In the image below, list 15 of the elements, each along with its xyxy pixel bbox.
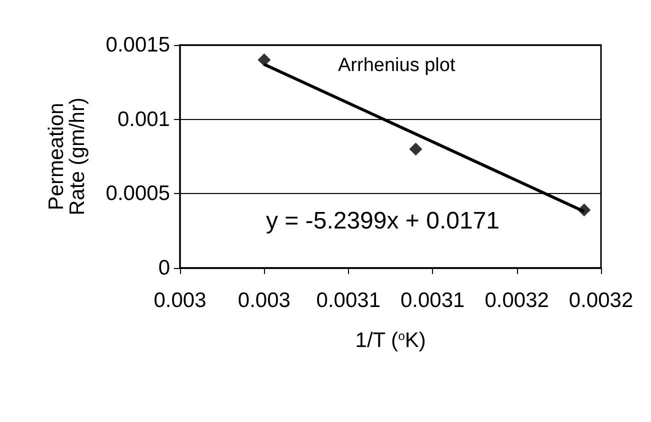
y-tick-label: 0.0005: [106, 182, 170, 206]
x-tick-label: 0.0031: [400, 289, 465, 312]
annotation: Arrhenius plot: [338, 55, 456, 76]
x-tick-label: 0.003: [238, 289, 290, 312]
x-tick-label: 0.0032: [484, 289, 549, 312]
point: [409, 142, 422, 156]
x-tick-label: 0.0032: [568, 289, 634, 312]
y-tick-label: 0.001: [117, 108, 170, 131]
x-tick-label: 0.003: [154, 289, 206, 312]
y-axis-title: Permeation Rate (gm/hr): [45, 98, 89, 216]
annotation: y = -5.2399x + 0.0171: [266, 208, 500, 234]
y-tick-label: 0: [158, 256, 170, 280]
x-tick-label: 0.0031: [316, 289, 381, 312]
point: [258, 53, 271, 66]
y-tick-label: 0.0015: [106, 34, 170, 56]
